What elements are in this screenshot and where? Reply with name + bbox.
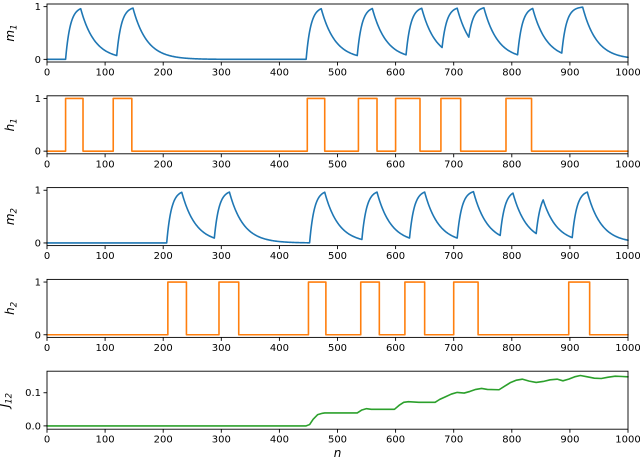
m2-xtick-label: 100 [96,251,115,262]
h2-xtick-label: 300 [212,343,231,354]
h2-xtick-label: 900 [560,343,579,354]
h2-ytick-label: 1 [35,278,41,289]
J12-xtick-label: 500 [328,435,347,446]
J12-xtick-label: 300 [212,435,231,446]
subplot-h2: 0 100 200 300 400 500 600 700 800 900 1000 0 1 h2 [3,278,640,354]
h2-xtick-label: 400 [270,343,289,354]
m2-xtick-label: 300 [212,251,231,262]
J12-axes-box [46,370,629,430]
h2-line [46,281,629,336]
h2-xtick-label: 600 [386,343,405,354]
J12-ytick-label: 0.0 [25,421,41,432]
m1-xtick-label: 400 [270,68,289,79]
m2-axes-box [46,187,629,247]
m2-xtick-label: 700 [444,251,463,262]
h2-ytick-label: 0 [35,330,41,341]
h2-xtick-label: 200 [154,343,173,354]
m2-xtick-label: 500 [328,251,347,262]
h2-ylabel: h2 [3,302,20,315]
h1-ytick-label: 1 [35,94,41,105]
m2-xtick-label: 600 [386,251,405,262]
m2-xtick-label: 1000 [615,251,640,262]
m2-xtick-label: 900 [560,251,579,262]
h1-xtick-label: 1000 [615,159,640,170]
h1-xtick-label: 800 [502,159,521,170]
subplot-m1: 0 100 200 300 400 500 600 700 800 900 1000 0 1 m1 [3,2,640,78]
subplot-h1: 0 100 200 300 400 500 600 700 800 900 1000 0 1 h1 [3,94,640,170]
J12-xtick-label: 200 [154,435,173,446]
h2-xtick-label: 1000 [615,343,640,354]
m1-ytick-label: 1 [35,2,41,13]
J12-xlabel: n [334,446,342,460]
m1-xtick-label: 300 [212,68,231,79]
J12-ylabel: J12 [0,393,15,409]
J12-xtick-label: 900 [560,435,579,446]
m2-ytick-label: 1 [35,186,41,197]
m1-xtick-label: 1000 [615,68,640,79]
J12-xtick-label: 800 [502,435,521,446]
m1-ytick-label: 0 [35,55,41,66]
m1-xtick-label: 200 [154,68,173,79]
J12-ytick-label: 0.1 [25,388,41,399]
h1-xtick-label: 700 [444,159,463,170]
J12-xtick-label: 400 [270,435,289,446]
J12-line [46,374,629,427]
m1-xtick-label: 600 [386,68,405,79]
J12-xtick-label: 600 [386,435,405,446]
J12-xtick-label: 0 [44,435,50,446]
m1-xtick-label: 500 [328,68,347,79]
m1-xtick-label: 900 [560,68,579,79]
h1-xtick-label: 600 [386,159,405,170]
m2-xtick-label: 400 [270,251,289,262]
J12-xtick-label: 1000 [615,435,640,446]
m2-xtick-label: 800 [502,251,521,262]
h2-axes-box [46,278,629,338]
h1-line [46,97,629,152]
J12-xtick-label: 100 [96,435,115,446]
J12-xtick-label: 700 [444,435,463,446]
m1-xtick-label: 100 [96,68,115,79]
h2-xtick-label: 100 [96,343,115,354]
h2-xtick-label: 800 [502,343,521,354]
m1-ylabel: m1 [3,24,20,41]
m2-ytick-label: 0 [35,238,41,249]
h1-xtick-label: 400 [270,159,289,170]
m1-xtick-label: 700 [444,68,463,79]
h1-xtick-label: 100 [96,159,115,170]
h1-xtick-label: 200 [154,159,173,170]
h2-xtick-label: 0 [44,343,50,354]
subplot-m2: 0 100 200 300 400 500 600 700 800 900 1000 0 1 m2 [3,186,640,262]
h1-ylabel: h1 [3,118,20,131]
m1-xtick-label: 0 [44,68,50,79]
m1-xtick-label: 800 [502,68,521,79]
h1-xtick-label: 900 [560,159,579,170]
h1-ytick-label: 0 [35,147,41,158]
h1-xtick-label: 500 [328,159,347,170]
m2-xtick-label: 0 [44,251,50,262]
h2-xtick-label: 700 [444,343,463,354]
m2-xtick-label: 200 [154,251,173,262]
m2-ylabel: m2 [3,208,20,225]
h1-xtick-label: 0 [44,159,50,170]
m2-line [46,190,629,244]
subplot-J12: 0 100 200 300 400 500 600 700 800 900 1000 0.0 0.1 J1… [0,370,640,460]
m1-line [46,6,629,61]
h2-xtick-label: 500 [328,343,347,354]
h1-xtick-label: 300 [212,159,231,170]
h1-axes-box [46,95,629,155]
